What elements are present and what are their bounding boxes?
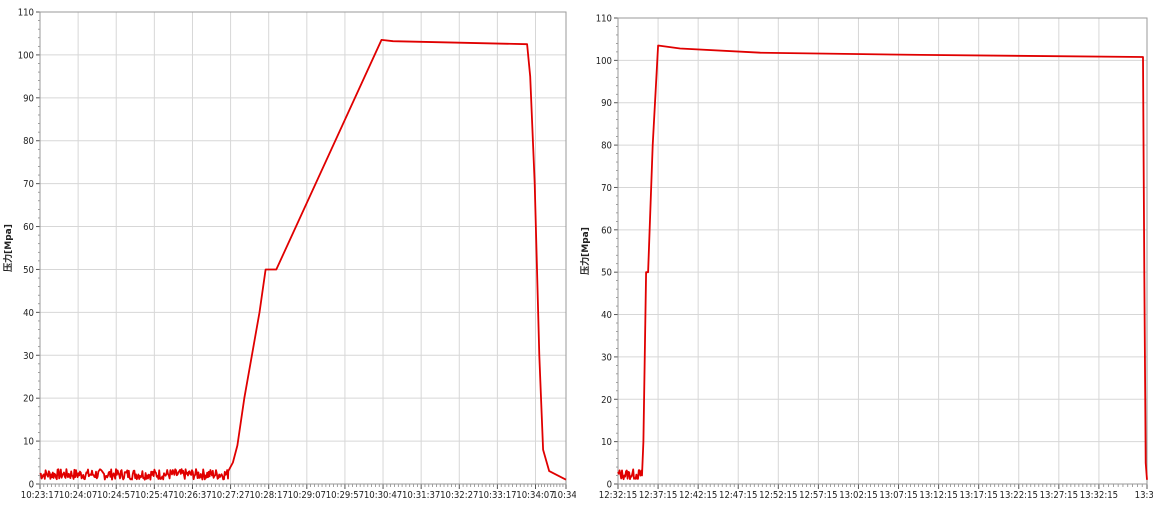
y-tick-label: 30 <box>23 351 34 362</box>
chart-right-svg: 0 10 20 30 40 50 60 70 80 90 100 110 12:32:15 12:37:1… <box>579 14 1153 502</box>
x-tick-label: 10:32:27 <box>440 490 478 501</box>
chart-left-svg: 0 10 20 30 40 50 60 70 80 90 100 110 10:23:17 10:24:0… <box>2 8 576 502</box>
y-tick-label: 40 <box>23 308 34 319</box>
pressure-series-line <box>617 44 1148 481</box>
x-tick-label: 13:38 <box>1135 490 1153 501</box>
x-tick-label: 10:31:37 <box>402 490 440 501</box>
y-tick-label: 100 <box>18 50 34 61</box>
y-tick-label: 90 <box>23 93 34 104</box>
x-tick-label: 10:33:17 <box>478 490 516 501</box>
y-tick-label: 110 <box>596 14 612 25</box>
x-tick-label: 10:23:17 <box>21 490 59 501</box>
pressure-series-line <box>39 39 567 481</box>
y-tick-label: 60 <box>23 222 34 233</box>
y-tick-label: 60 <box>601 225 612 236</box>
x-tick-label: 10:28:17 <box>250 490 288 501</box>
x-tick-label: 10:29:57 <box>326 490 364 501</box>
x-tick-label: 13:32:15 <box>1080 490 1118 501</box>
x-tick-label: 10:27:27 <box>211 490 249 501</box>
x-tick-label: 13:02:15 <box>839 490 877 501</box>
y-tick-label: 100 <box>596 56 612 67</box>
x-tick-label: 13:17:15 <box>959 490 997 501</box>
y-tick-label: 70 <box>23 179 34 190</box>
x-tick-label: 12:52:15 <box>759 490 797 501</box>
y-tick-label: 40 <box>601 310 612 321</box>
x-tick-label: 13:27:15 <box>1040 490 1078 501</box>
y-tick-label: 10 <box>23 437 34 448</box>
x-tick-label: 12:37:15 <box>639 490 677 501</box>
x-tick-label: 10:25:47 <box>135 490 173 501</box>
x-tick-label: 10:34: <box>552 490 576 501</box>
x-tick-label: 10:26:37 <box>173 490 211 501</box>
y-tick-label: 0 <box>607 480 612 491</box>
y-tick-label: 20 <box>23 394 34 405</box>
y-tick-label: 80 <box>601 141 612 152</box>
x-tick-label: 13:07:15 <box>879 490 917 501</box>
y-tick-label: 80 <box>23 136 34 147</box>
x-tick-label: 12:42:15 <box>679 490 717 501</box>
plot-area <box>618 18 1147 484</box>
x-tick-label: 10:30:47 <box>364 490 402 501</box>
plot-area <box>40 12 566 484</box>
y-tick-label: 110 <box>18 8 34 19</box>
pressure-chart-right: 0 10 20 30 40 50 60 70 80 90 100 110 12:32:15 12:37:1… <box>577 0 1153 510</box>
y-tick-label: 20 <box>601 395 612 406</box>
x-tick-label: 10:29:07 <box>288 490 326 501</box>
x-tick-label: 12:32:15 <box>599 490 637 501</box>
x-tick-label: 10:24:07 <box>59 490 97 501</box>
x-tick-label: 12:47:15 <box>719 490 757 501</box>
x-tick-label: 13:12:15 <box>919 490 957 501</box>
x-tick-label: 10:34:07 <box>516 490 554 501</box>
y-tick-label: 0 <box>29 480 34 491</box>
y-tick-label: 70 <box>601 183 612 194</box>
y-tick-label: 90 <box>601 98 612 109</box>
x-tick-label: 10:24:57 <box>97 490 135 501</box>
y-axis-label: 压力[Mpa] <box>579 227 591 275</box>
plot-frame <box>617 17 1148 485</box>
y-tick-label: 50 <box>601 268 612 279</box>
x-tick-label: 12:57:15 <box>799 490 837 501</box>
y-tick-label: 30 <box>601 352 612 363</box>
x-tick-label: 13:22:15 <box>1000 490 1038 501</box>
y-axis-label: 压力[Mpa] <box>2 224 14 272</box>
plot-frame <box>39 11 567 485</box>
y-tick-label: 10 <box>601 437 612 448</box>
pressure-chart-left: 0 10 20 30 40 50 60 70 80 90 100 110 10:23:17 10:24:0… <box>0 0 576 510</box>
y-tick-label: 50 <box>23 265 34 276</box>
